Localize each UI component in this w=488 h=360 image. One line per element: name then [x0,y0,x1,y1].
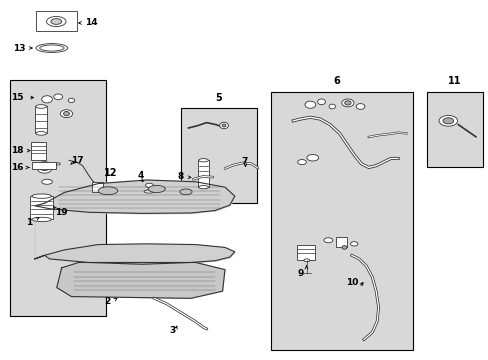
Ellipse shape [32,217,51,222]
Ellipse shape [61,110,73,118]
Text: 7: 7 [241,157,247,166]
Text: 14: 14 [84,18,97,27]
Ellipse shape [51,19,61,24]
Ellipse shape [341,99,353,107]
Ellipse shape [41,179,52,184]
Text: 17: 17 [71,156,84,165]
Ellipse shape [145,183,153,188]
Bar [32,162,56,168]
Ellipse shape [355,104,364,109]
Text: 4: 4 [137,171,143,180]
Bar [181,108,256,203]
Ellipse shape [317,99,325,105]
Ellipse shape [350,242,357,246]
Ellipse shape [32,194,51,198]
Text: 12: 12 [103,168,117,178]
Text: 2: 2 [103,297,110,306]
Ellipse shape [46,17,66,27]
Text: 11: 11 [447,76,461,86]
Ellipse shape [148,185,165,193]
Bar [35,107,47,134]
Ellipse shape [37,162,52,173]
Bar [31,142,45,159]
Ellipse shape [304,259,309,262]
Ellipse shape [54,94,62,100]
Text: 15: 15 [12,93,24,102]
Ellipse shape [180,189,192,195]
Bar [271,92,412,350]
Bar [335,237,346,247]
Ellipse shape [344,101,350,105]
Ellipse shape [144,190,155,193]
Ellipse shape [68,98,74,103]
Polygon shape [35,180,234,213]
Ellipse shape [98,187,118,195]
Text: 8: 8 [177,172,183,181]
Ellipse shape [41,96,52,103]
Ellipse shape [198,185,208,189]
Ellipse shape [324,238,332,243]
Text: 3: 3 [169,326,175,335]
Text: 10: 10 [345,278,357,287]
Text: 9: 9 [297,269,303,278]
Text: 1: 1 [26,218,32,227]
Bar [10,80,105,316]
Text: 16: 16 [11,163,23,172]
Ellipse shape [305,101,315,108]
Ellipse shape [63,112,69,116]
Ellipse shape [438,116,457,126]
Ellipse shape [442,118,453,124]
Text: 13: 13 [13,44,25,53]
Bar [36,12,77,31]
Ellipse shape [222,124,225,127]
Bar [198,160,208,187]
Ellipse shape [40,164,49,171]
Ellipse shape [306,154,318,161]
Bar [30,196,53,220]
Text: 5: 5 [215,93,222,103]
Ellipse shape [198,159,208,162]
Text: 6: 6 [333,76,340,86]
Bar [92,182,103,192]
Ellipse shape [297,159,306,165]
Ellipse shape [36,105,46,108]
Polygon shape [57,262,224,298]
Ellipse shape [328,104,335,109]
Bar [427,92,483,167]
Bar [296,244,315,260]
Ellipse shape [341,246,346,249]
Ellipse shape [219,122,228,129]
Text: 19: 19 [55,208,68,217]
Ellipse shape [56,163,60,165]
Ellipse shape [40,45,64,51]
Text: 18: 18 [11,146,23,155]
Ellipse shape [36,132,46,135]
